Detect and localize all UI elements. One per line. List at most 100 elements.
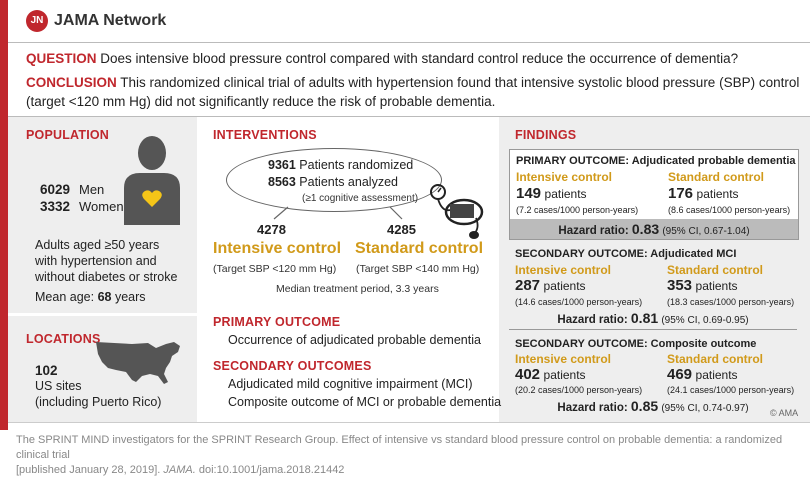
- citation-line1: The SPRINT MIND investigators for the SP…: [16, 434, 783, 461]
- randomized-ellipse: [226, 148, 442, 212]
- population-title: POPULATION: [26, 128, 110, 142]
- finding-standard-count: 353: [667, 277, 693, 294]
- divider: [8, 42, 810, 43]
- hazard-ratio-ci: (95% CI, 0.69-0.95): [661, 315, 749, 326]
- women-label: Women: [79, 199, 124, 214]
- citation: The SPRINT MIND investigators for the SP…: [16, 433, 796, 478]
- hazard-ratio-label: Hazard ratio:: [558, 225, 629, 237]
- standard-target: (Target SBP <140 mm Hg): [356, 263, 480, 275]
- divider: [8, 116, 810, 117]
- finding-intensive-rate: (20.2 cases/1000 person-years): [515, 385, 643, 395]
- finding-standard-count: 176: [668, 185, 694, 202]
- hazard-ratio-ci: (95% CI, 0.74-0.97): [661, 403, 749, 414]
- intensive-label: Intensive control: [213, 240, 342, 257]
- finding-standard-label: Standard control: [668, 170, 765, 184]
- women-count: 3332: [40, 199, 71, 214]
- intensive-count: 4278: [257, 222, 286, 237]
- finding-intensive-count: 287: [515, 277, 541, 294]
- population-desc-line2: with hypertension and: [35, 254, 157, 268]
- analyzed: 8563 Patients analyzed: [268, 174, 398, 191]
- citation-line2-pre: [published January 28, 2019].: [16, 464, 161, 476]
- randomized-count: 9361: [268, 158, 296, 172]
- finding-standard-label: Standard control: [667, 352, 764, 366]
- finding-standard-patients: 353 patients: [667, 277, 738, 295]
- finding-standard-patients: 176 patients: [668, 185, 739, 203]
- finding-secondary-composite: SECONDARY OUTCOME: Composite outcome Int…: [509, 333, 797, 421]
- secondary-outcome-1: Adjudicated mild cognitive impairment (M…: [228, 377, 473, 391]
- median-period: Median treatment period, 3.3 years: [276, 283, 439, 295]
- jama-network-logo-text[interactable]: JAMA Network: [54, 12, 167, 29]
- question-text: Does intensive blood pressure control co…: [100, 51, 739, 66]
- conclusion-label: CONCLUSION: [26, 75, 117, 90]
- conclusion-text-line1: This randomized clinical trial of adults…: [120, 75, 800, 90]
- accent-bar: [0, 0, 8, 430]
- hazard-ratio-ci: (95% CI, 0.67-1.04): [662, 226, 750, 237]
- finding-standard-rate: (18.3 cases/1000 person-years): [667, 297, 795, 307]
- analyzed-count: 8563: [268, 175, 296, 189]
- conclusion: CONCLUSION This randomized clinical tria…: [26, 73, 799, 111]
- hazard-ratio: Hazard ratio: 0.83 (95% CI, 0.67-1.04): [510, 221, 798, 237]
- finding-intensive-label: Intensive control: [515, 352, 612, 366]
- locations-line1: US sites: [35, 379, 82, 393]
- patients-word: patients: [695, 279, 738, 293]
- finding-intensive-count: 149: [516, 185, 542, 202]
- interventions-title: INTERVENTIONS: [213, 128, 317, 142]
- men-label: Men: [79, 182, 105, 197]
- findings-title: FINDINGS: [515, 128, 577, 142]
- randomized: 9361 Patients randomized: [268, 157, 413, 174]
- mean-age-unit: years: [114, 290, 146, 304]
- mean-age-label: Mean age:: [35, 290, 95, 304]
- hazard-ratio: Hazard ratio: 0.85 (95% CI, 0.74-0.97): [509, 398, 797, 414]
- secondary-outcome-2: Composite outcome of MCI or probable dem…: [228, 395, 502, 409]
- finding-primary: PRIMARY OUTCOME: Adjudicated probable de…: [509, 149, 799, 240]
- population-desc-line1: Adults aged ≥50 years: [35, 238, 160, 252]
- locations-title: LOCATIONS: [26, 332, 101, 346]
- finding-standard-label: Standard control: [667, 263, 764, 277]
- intensive-target: (Target SBP <120 mm Hg): [213, 263, 337, 275]
- finding-heading: SECONDARY OUTCOME: Composite outcome: [515, 338, 757, 350]
- locations-count: 102: [35, 363, 58, 378]
- finding-standard-patients: 469 patients: [667, 366, 738, 384]
- finding-heading: SECONDARY OUTCOME: Adjudicated MCI: [515, 248, 737, 260]
- finding-intensive-label: Intensive control: [515, 263, 612, 277]
- analyzed-label: Patients analyzed: [299, 175, 398, 189]
- hazard-ratio-bar: [510, 219, 798, 239]
- us-map-icon: [96, 342, 180, 384]
- finding-secondary-mci: SECONDARY OUTCOME: Adjudicated MCI Inten…: [509, 243, 797, 331]
- hazard-ratio: Hazard ratio: 0.81 (95% CI, 0.69-0.95): [509, 310, 797, 326]
- patients-word: patients: [696, 187, 739, 201]
- header: JN JAMA Network: [8, 0, 810, 42]
- jama-logo-icon[interactable]: JN: [26, 10, 48, 32]
- standard-label: Standard control: [355, 240, 484, 257]
- hazard-ratio-label: Hazard ratio:: [557, 314, 628, 326]
- hazard-ratio-value: 0.85: [630, 398, 659, 414]
- conclusion-text-line2: (target <120 mm Hg) did not significantl…: [26, 94, 496, 109]
- citation-journal: JAMA.: [163, 464, 196, 476]
- finding-intensive-patients: 149 patients: [516, 185, 587, 203]
- secondary-outcomes-title: SECONDARY OUTCOMES: [213, 359, 372, 373]
- mean-age: Mean age: 68 years: [35, 289, 146, 306]
- primary-outcome-text: Occurrence of adjudicated probable demen…: [228, 333, 481, 347]
- patients-word: patients: [543, 279, 586, 293]
- finding-intensive-count: 402: [515, 366, 541, 383]
- hazard-ratio-label: Hazard ratio:: [557, 402, 628, 414]
- locations-line2: (including Puerto Rico): [35, 395, 162, 409]
- finding-intensive-rate: (7.2 cases/1000 person-years): [516, 205, 639, 215]
- standard-count: 4285: [387, 222, 416, 237]
- finding-intensive-label: Intensive control: [516, 170, 613, 184]
- question-label: QUESTION: [26, 51, 97, 66]
- question: QUESTION Does intensive blood pressure c…: [26, 49, 738, 68]
- randomized-label: Patients randomized: [299, 158, 414, 172]
- analyzed-note: (≥1 cognitive assessment): [302, 193, 419, 204]
- men-count: 6029: [40, 182, 71, 197]
- copyright: © AMA: [770, 408, 799, 418]
- patients-word: patients: [543, 368, 586, 382]
- branch-lines: [273, 206, 403, 220]
- finding-intensive-rate: (14.6 cases/1000 person-years): [515, 297, 643, 307]
- person-heart-icon: [124, 136, 180, 225]
- citation-doi[interactable]: doi:10.1001/jama.2018.21442: [198, 464, 345, 476]
- divider: [509, 329, 797, 330]
- patients-word: patients: [544, 187, 587, 201]
- divider: [8, 422, 810, 423]
- finding-standard-rate: (24.1 cases/1000 person-years): [667, 385, 795, 395]
